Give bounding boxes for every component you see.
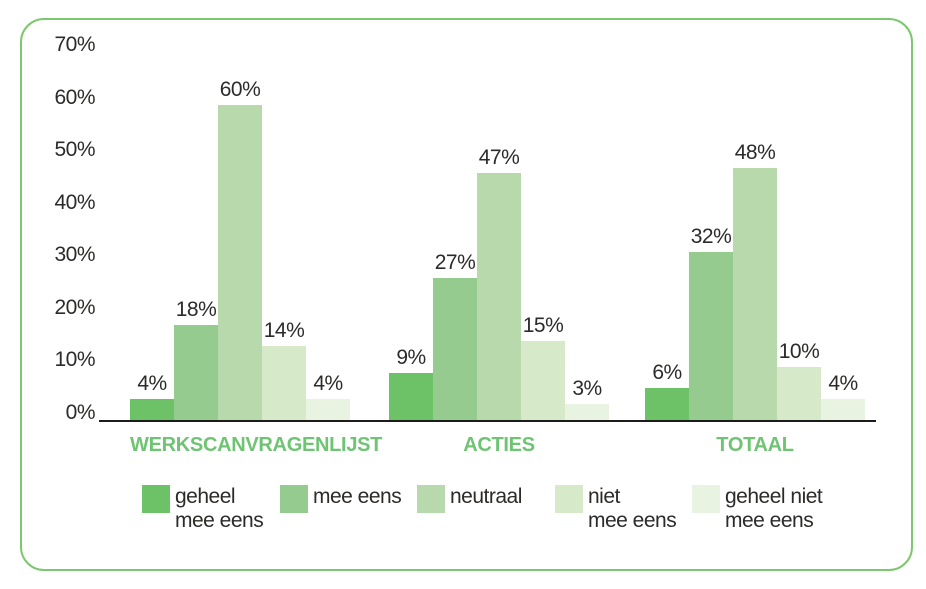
legend-swatch: [142, 485, 170, 513]
bar-value-label: 6%: [652, 361, 682, 384]
y-axis-tick-label: 60%: [54, 85, 95, 109]
bar-value-label: 15%: [522, 314, 564, 337]
bar-group: 6% 32% 48% 10% 4%: [645, 141, 865, 420]
bar-value-label: 4%: [828, 372, 858, 395]
y-axis-tick-label: 70%: [54, 33, 95, 56]
bar-value-label: 48%: [734, 141, 776, 164]
bar: 15%: [521, 314, 565, 420]
bar-value-label: 18%: [175, 298, 217, 321]
legend-item: neutraal: [417, 485, 522, 513]
category-label: TOTAAL: [716, 434, 794, 456]
bar: 47%: [477, 146, 521, 420]
bar: 60%: [218, 78, 262, 420]
legend-label: niet mee eens: [588, 485, 677, 532]
bar-value-label: 32%: [690, 225, 732, 248]
bar: 4%: [130, 372, 174, 420]
y-axis-tick-label: 30%: [54, 243, 95, 267]
legend-item: geheel niet mee eens: [692, 485, 823, 533]
legend-label: mee eens: [313, 485, 402, 508]
bar-value-label: 9%: [396, 346, 426, 369]
y-axis-tick-label: 50%: [54, 138, 95, 162]
bar-value-label: 10%: [778, 340, 820, 363]
bar-value-label: 4%: [313, 372, 343, 395]
bar: 4%: [821, 372, 865, 420]
bar-value-label: 27%: [434, 251, 476, 274]
bar: 32%: [689, 225, 733, 420]
y-axis-tick-label: 40%: [54, 190, 95, 214]
legend-item: niet mee eens: [555, 485, 677, 533]
legend-swatch: [417, 485, 445, 513]
bar: 18%: [174, 298, 218, 420]
legend-label: geheel niet mee eens: [725, 485, 823, 532]
bar: 4%: [306, 372, 350, 420]
bar: 14%: [262, 319, 306, 420]
bar: 48%: [733, 141, 777, 420]
legend-item: geheel mee eens: [142, 485, 264, 533]
bar-value-label: 4%: [137, 372, 167, 395]
y-axis-tick-label: 0%: [65, 401, 96, 424]
bar: 6%: [645, 361, 689, 420]
bar-group: 9% 27% 47% 15% 3%: [389, 146, 609, 420]
bar-value-label: 14%: [263, 319, 305, 342]
bar: 27%: [433, 251, 477, 420]
bar-group: 4% 18% 60% 14% 4%: [130, 78, 350, 420]
legend-swatch: [555, 485, 583, 513]
legend-label: geheel mee eens: [175, 485, 264, 532]
bar-value-label: 60%: [219, 78, 261, 101]
plot-area: 70% 60% 50% 40% 30% 20% 10% 0% 4% 18% 60% 14% 4% 9% 2…: [54, 34, 876, 424]
legend-swatch: [280, 485, 308, 513]
bar: 9%: [389, 346, 433, 420]
y-axis-tick-label: 10%: [54, 348, 95, 372]
legend-item: mee eens: [280, 485, 402, 513]
x-axis-line: [99, 420, 876, 422]
chart-card: 70% 60% 50% 40% 30% 20% 10% 0% 4% 18% 60% 14% 4% 9% 2…: [20, 18, 913, 571]
category-label: ACTIES: [463, 434, 535, 456]
y-axis-tick-label: 20%: [54, 295, 95, 319]
bar-value-label: 3%: [572, 377, 602, 400]
legend-label: neutraal: [450, 485, 522, 508]
bar: 3%: [565, 377, 609, 420]
category-label: WERKSCANVRAGENLIJST: [130, 434, 383, 456]
bar-value-label: 47%: [478, 146, 520, 169]
legend-swatch: [692, 485, 720, 513]
bar: 10%: [777, 340, 821, 420]
